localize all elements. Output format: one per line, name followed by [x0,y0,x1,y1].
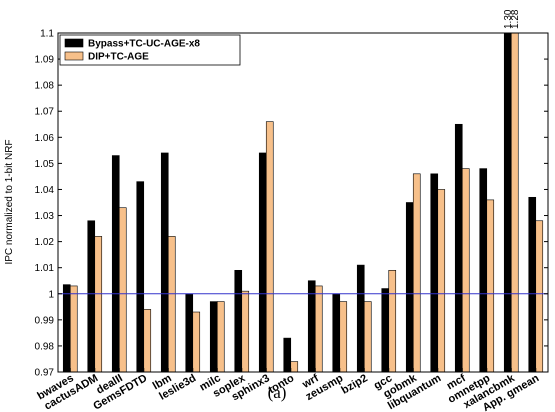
y-tick-label: 1.03 [35,211,55,222]
bar [160,152,169,372]
x-tick-label: bzip2 [339,372,369,396]
legend-swatch [64,51,84,61]
y-axis-label: IPC normalized to 1-bit NRF [4,139,15,264]
y-tick-label: 1.09 [35,55,55,66]
bar [535,220,544,372]
bar [307,280,316,372]
caption: (a) [268,383,287,402]
bar [363,301,372,372]
bar [216,301,225,372]
bar [111,155,120,372]
bar [437,189,446,372]
bar [339,301,348,372]
bar [314,285,323,372]
y-tick-label: 1.01 [35,263,55,274]
y-tick-label: 1.07 [35,107,55,118]
bar [503,33,512,372]
bar [454,123,463,372]
y-tick-label: 1.04 [35,185,55,196]
y-tick-label: 0.99 [35,315,55,326]
y-tick-label: 1.06 [35,133,55,144]
bar [356,264,365,372]
bar [265,121,274,372]
bar [479,168,488,372]
bar [62,284,71,372]
bar [290,361,299,372]
legend-swatch [64,38,84,48]
bar [143,309,152,372]
bar [528,196,537,372]
bar [381,288,390,372]
y-tick-label: 1.1 [40,29,54,40]
value-label: 1.28 [510,9,521,29]
bar [258,152,267,372]
bar [241,290,250,372]
bar [136,181,145,372]
legend-label: DIP+TC-AGE [88,52,149,63]
y-tick-label: 1.08 [35,81,55,92]
bar [332,293,341,372]
legend-label: Bypass+TC-UC-AGE-x8 [88,39,200,50]
y-tick-label: 0.97 [35,368,55,379]
bar [412,173,421,372]
y-tick-label: 1 [48,289,54,300]
bar [209,301,218,372]
bar [192,311,201,372]
bar [69,285,78,372]
y-tick-label: 1.02 [35,237,55,248]
y-tick-label: 1.05 [35,159,55,170]
bar [87,220,96,372]
bar [94,236,103,372]
bar [118,207,127,372]
bar [283,337,292,372]
bar [430,173,439,372]
plot-area [58,33,548,372]
y-tick-label: 0.98 [35,341,55,352]
bar [234,269,243,372]
value-label: 1.30 [503,9,514,29]
bar [486,199,495,372]
bar [167,236,176,372]
legend-box [59,34,241,66]
bar [461,168,470,372]
bar [510,33,519,372]
bar [388,269,397,372]
bar [405,202,414,372]
plot-frame [57,32,549,373]
bar [185,293,194,372]
